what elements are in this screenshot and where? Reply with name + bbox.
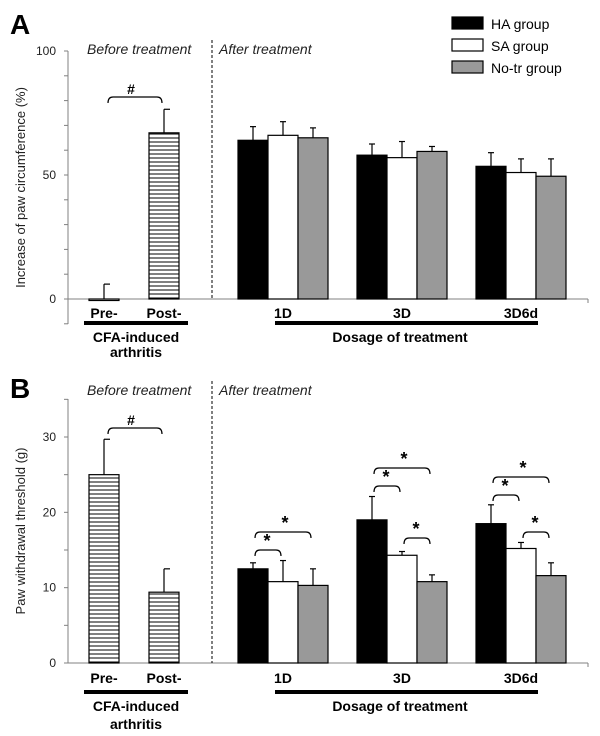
significance-label: * [412,519,419,539]
significance-label: * [501,476,508,496]
significance-bracket [522,531,550,539]
significance-bracket [373,467,431,475]
bar-3d-0 [356,519,388,664]
legend-label: SA group [491,38,549,54]
y-axis-label: Increase of paw circumference (%) [13,87,28,288]
significance-label: * [263,531,270,551]
significance-label: # [127,412,135,428]
group-bar-dosage [275,321,538,325]
group-label-cfa: arthritis [110,344,162,360]
bar-1d-1 [267,581,299,664]
significance-bracket [403,537,431,545]
bar-3d6d-1 [505,547,537,664]
x-tick-label: 3D6d [504,305,538,321]
group-bar-dosage [275,690,538,694]
x-tick-label: 3D [393,305,411,321]
bar-post [148,132,180,300]
significance-bracket [107,427,163,435]
x-tick-label: Post- [147,670,182,686]
bar-1d-2 [297,584,329,664]
bar-3d-2 [416,581,448,664]
legend-swatch-1 [451,38,484,52]
bar-3d-2 [416,150,448,300]
significance-bracket [107,96,163,104]
panel-letter: A [10,9,30,40]
bar-3d-1 [386,157,418,300]
y-tick-label: 0 [49,292,56,306]
group-label-cfa: CFA-induced [93,329,179,345]
x-tick-label: 3D6d [504,670,538,686]
panel-letter: B [10,373,30,404]
bar-3d6d-2 [535,575,567,664]
significance-bracket [492,476,550,484]
group-label-dosage: Dosage of treatment [332,329,468,345]
bar-3d6d-1 [505,171,537,300]
significance-bracket [492,494,520,502]
bar-3d6d-0 [475,165,507,300]
y-tick-label: 10 [43,581,57,595]
significance-bracket [373,485,401,493]
y-tick-label: 50 [43,168,57,182]
bar-1d-0 [237,568,269,664]
bar-1d-1 [267,134,299,300]
bar-pre [88,298,120,302]
bar-3d-0 [356,154,388,300]
bar-3d6d-0 [475,523,507,664]
legend-swatch-0 [451,16,484,30]
bar-post [148,591,180,664]
section-label-after: After treatment [218,41,313,57]
y-tick-label: 30 [43,430,57,444]
legend-label: HA group [491,16,550,32]
x-tick-label: Pre- [90,305,118,321]
group-label-dosage: Dosage of treatment [332,698,468,714]
x-tick-label: Post- [147,305,182,321]
section-label-before: Before treatment [87,41,192,57]
group-label-cfa: CFA-induced [93,698,179,714]
bar-pre [88,474,120,664]
y-tick-label: 0 [49,656,56,670]
group-bar-cfa [84,690,188,694]
x-tick-label: 3D [393,670,411,686]
significance-label: * [382,467,389,487]
significance-label: * [519,458,526,478]
bar-1d-2 [297,137,329,300]
bar-1d-0 [237,139,269,300]
section-label-before: Before treatment [87,382,192,398]
y-axis-label: Paw withdrawal threshold (g) [13,448,28,615]
significance-bracket [254,531,312,539]
significance-label: * [531,513,538,533]
group-bar-cfa [84,321,188,325]
bar-3d-1 [386,554,418,664]
significance-label: * [400,449,407,469]
section-label-after: After treatment [218,382,313,398]
significance-label: # [127,81,135,97]
y-tick-label: 20 [43,505,57,519]
group-label-cfa: arthritis [110,716,162,732]
x-tick-label: 1D [274,670,292,686]
x-tick-label: Pre- [90,670,118,686]
significance-label: * [281,513,288,533]
bar-3d6d-2 [535,175,567,300]
significance-bracket [254,549,282,557]
legend-swatch-2 [451,60,484,74]
x-tick-label: 1D [274,305,292,321]
legend-label: No-tr group [491,60,562,76]
y-tick-label: 100 [36,44,56,58]
